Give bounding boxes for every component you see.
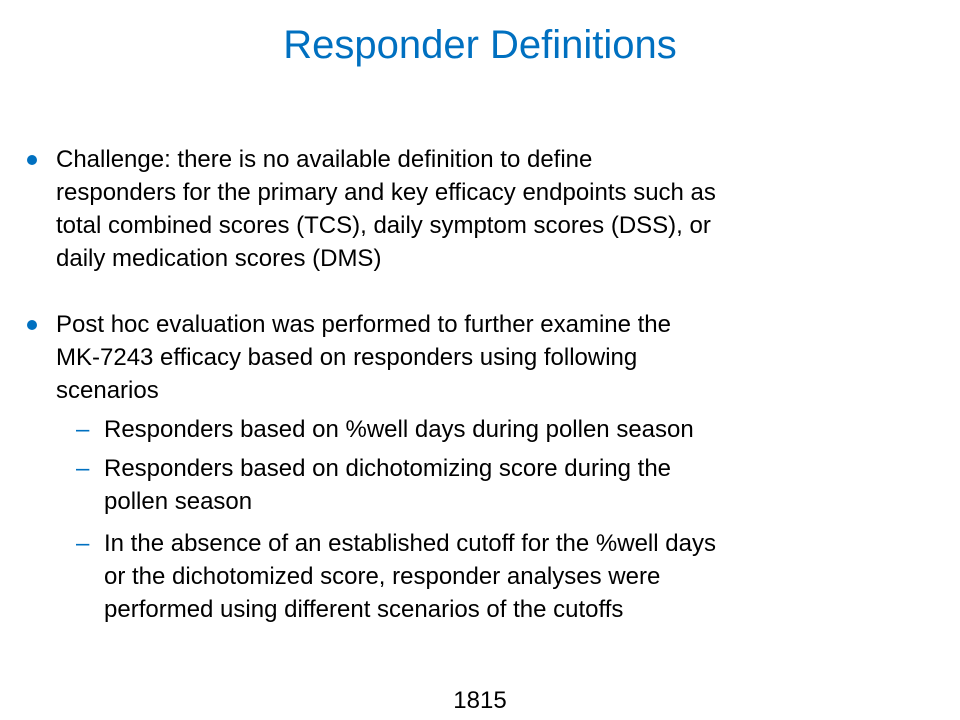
sub-bullet-dash-icon: – <box>76 530 90 557</box>
text-line: performed using different scenarios of t… <box>104 596 624 623</box>
text-line: scenarios <box>56 377 159 404</box>
text-line: daily medication scores (DMS) <box>56 245 382 272</box>
sub-item-dichotomizing: Responders based on dichotomizing score … <box>104 452 946 518</box>
text-line: In the absence of an established cutoff … <box>104 530 716 557</box>
sub-bullet-dash-icon: – <box>76 416 90 443</box>
bullet-dot-icon <box>27 155 37 165</box>
bullet-dot-icon <box>27 320 37 330</box>
text-line: Responders based on dichotomizing score … <box>104 455 672 482</box>
page-number: 1815 <box>453 687 507 714</box>
text-line: pollen season <box>104 488 253 515</box>
text-line: Responders based on %well days during po… <box>104 416 694 443</box>
text-line: MK-7243 efficacy based on responders usi… <box>56 344 638 371</box>
text-line: or the dichotomized score, responder ana… <box>104 563 661 590</box>
text-line: Challenge: there is no available definit… <box>56 146 593 173</box>
text-line: total combined scores (TCS), daily sympt… <box>56 212 711 239</box>
sub-item-cutoffs: In the absence of an established cutoff … <box>104 527 946 626</box>
text-line: Post hoc evaluation was performed to fur… <box>56 311 671 338</box>
bullet-text-challenge: Challenge: there is no available definit… <box>56 143 946 275</box>
text-line: responders for the primary and key effic… <box>56 179 716 206</box>
sub-bullet-dash-icon: – <box>76 455 90 482</box>
sub-item-well-days: Responders based on %well days during po… <box>104 413 946 446</box>
slide-title: Responder Definitions <box>283 23 677 67</box>
bullet-text-post-hoc: Post hoc evaluation was performed to fur… <box>56 308 946 407</box>
